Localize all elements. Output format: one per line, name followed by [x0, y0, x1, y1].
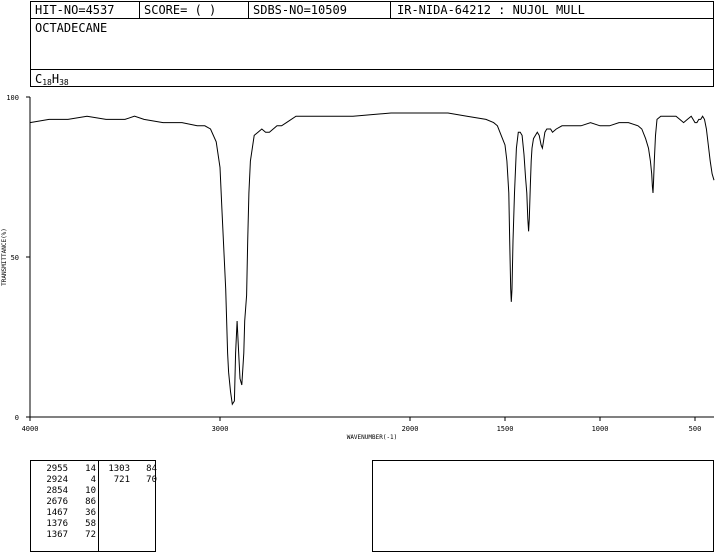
peak-table: 2955 14 2924 4 2854 10 2676 86 1467 36 1376 58 1367 7… — [30, 460, 157, 552]
peak-transmittance: 84 — [146, 464, 157, 474]
peak-row: 2676 86 — [36, 497, 98, 508]
molecular-formula: C18H38 — [35, 72, 69, 87]
peak-transmittance: 4 — [90, 475, 96, 485]
y-tick-label: 50 — [11, 254, 19, 262]
x-tick-label: 3000 — [212, 425, 229, 433]
peak-row: 1376 58 — [36, 519, 98, 530]
x-tick-label: 1000 — [592, 425, 609, 433]
peak-wavenumber: 2924 — [46, 475, 68, 485]
x-tick-label: 4000 — [22, 425, 39, 433]
ir-spectrum-chart: 4000 3000 2000 1500 1000 500 0 50 100 WAVENUMBER… — [1, 94, 715, 441]
peak-wavenumber: 721 — [113, 475, 130, 485]
peak-wavenumber: 1467 — [46, 508, 68, 518]
peak-transmittance: 86 — [85, 497, 96, 507]
y-tick-label: 100 — [6, 94, 19, 102]
peak-column-2: 1303 84 721 70 — [103, 464, 157, 486]
peak-row: 1467 36 — [36, 508, 98, 519]
compound-name: OCTADECANE — [35, 21, 108, 35]
y-tick-label: 0 — [15, 414, 19, 422]
formula-row: C18H38 — [31, 69, 713, 87]
peak-row: 2924 4 — [36, 475, 98, 486]
x-tick-label: 2000 — [402, 425, 419, 433]
peak-transmittance: 70 — [146, 475, 157, 485]
x-tick-label: 500 — [689, 425, 702, 433]
header-id-row: HIT-NO=4537 SCORE= ( ) SDBS-NO=10509 IR-… — [31, 2, 713, 19]
peak-row: 2854 10 — [36, 486, 98, 497]
peak-table-divider — [98, 461, 99, 551]
peak-row: 721 70 — [103, 475, 157, 486]
spectrum-line — [29, 112, 715, 406]
peak-transmittance: 72 — [85, 530, 96, 540]
axis-ticks: 4000 3000 2000 1500 1000 500 0 50 100 — [6, 94, 701, 433]
sdbs-number: SDBS-NO=10509 — [249, 2, 391, 18]
peak-column-1: 2955 14 2924 4 2854 10 2676 86 1467 36 1376 58 1367 7… — [36, 464, 98, 541]
x-axis-label: WAVENUMBER(-1) — [347, 434, 398, 441]
peak-wavenumber: 2955 — [46, 464, 68, 474]
peak-wavenumber: 2676 — [46, 497, 68, 507]
peak-wavenumber: 1303 — [108, 464, 130, 474]
score-field: SCORE= ( ) — [140, 2, 249, 18]
x-tick-label: 1500 — [497, 425, 514, 433]
peak-transmittance: 58 — [85, 519, 96, 529]
hit-number: HIT-NO=4537 — [31, 2, 140, 18]
spectrum-header: HIT-NO=4537 SCORE= ( ) SDBS-NO=10509 IR-… — [30, 1, 714, 87]
peak-transmittance: 14 — [85, 464, 96, 474]
peak-row: 1303 84 — [103, 464, 157, 475]
peak-transmittance: 10 — [85, 486, 96, 496]
peak-wavenumber: 1367 — [46, 530, 68, 540]
peak-transmittance: 36 — [85, 508, 96, 518]
ir-identifier: IR-NIDA-64212 : NUJOL MULL — [397, 3, 585, 17]
peak-row: 2955 14 — [36, 464, 98, 475]
y-axis-label: TRANSMITTANCE(%) — [1, 228, 8, 286]
comment-box — [372, 460, 714, 552]
peak-wavenumber: 2854 — [46, 486, 68, 496]
peak-row: 1367 72 — [36, 530, 98, 541]
peak-wavenumber: 1376 — [46, 519, 68, 529]
